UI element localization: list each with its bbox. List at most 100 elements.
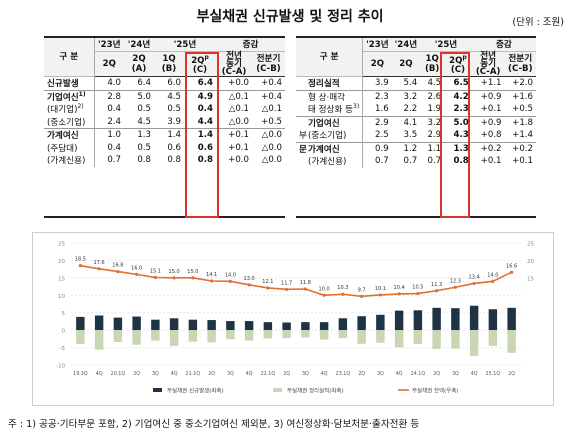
right-highlight-box — [440, 52, 470, 218]
table-cell: 6.4 — [137, 78, 151, 89]
bar-resolved-npl — [151, 330, 160, 341]
table-cell: +1.6 — [504, 89, 536, 103]
table-cell: +0.9 — [471, 89, 505, 103]
line-data-label: 14.1 — [206, 272, 217, 278]
table-cell: 4.9 — [184, 89, 216, 103]
table-cell: 2.9 — [427, 130, 442, 141]
left-table: 구 분 '23년 '24년 '25년 증감 2Q 2Q (A) 1Q (B) 2Qp… — [44, 38, 285, 167]
line-data-label: 10.0 — [319, 286, 330, 292]
x-tick-label: 4Q — [96, 371, 103, 377]
bar-new-npl — [319, 322, 329, 331]
line-data-label: 11.3 — [431, 282, 442, 288]
table-cell: 6.4 — [197, 78, 213, 89]
right-header-c5: 전년 동기 (C-A) — [471, 51, 505, 77]
bar-new-npl — [432, 307, 441, 331]
table-row: 정리실적 3.9 5.4 4.5 6.5 +1.1 +2.0 — [296, 76, 536, 90]
bar-new-npl — [169, 318, 179, 331]
bar-resolved-npl — [113, 330, 123, 342]
x-tick-label: 22.1Q — [261, 371, 276, 377]
y-left-tick-label: 25 — [58, 242, 65, 248]
line-point — [303, 287, 307, 291]
line-point — [397, 292, 401, 296]
line-point — [510, 270, 514, 274]
table-cell: 1.1 — [420, 141, 445, 155]
right-header-c1: 2Q — [362, 51, 392, 77]
line-point — [378, 293, 382, 297]
x-tick-label: 4Q — [246, 371, 253, 377]
line-point — [416, 291, 420, 296]
page-title: 부실채권 신규발생 및 정리 추이 — [196, 9, 384, 25]
table-cell: 2.2 — [403, 104, 418, 115]
y-right-tick-label: 15 — [527, 276, 534, 282]
x-tick-label: 2Q — [283, 371, 290, 377]
table-row: 기업여신1) 2.8 5.0 4.5 4.9 △0.1 +0.4 — [44, 89, 285, 103]
bar-resolved-npl — [469, 330, 479, 356]
line-data-label: 16.8 — [112, 263, 123, 269]
line-point — [172, 276, 176, 280]
table-cell: 1.0 — [94, 128, 124, 142]
row-label: 문가계여신 — [296, 141, 364, 155]
right-table-bottom-rule — [296, 216, 536, 218]
left-header-c5: 전년 동기 (C-A) — [216, 51, 252, 77]
right-header-c4: 2Qp (C) — [444, 51, 472, 77]
line-point — [78, 264, 82, 268]
line-data-label: 16.6 — [506, 263, 517, 269]
table-cell: 1.4 — [184, 128, 216, 142]
bar-resolved-npl — [357, 330, 366, 344]
table-cell: 4.5 — [427, 78, 442, 89]
bar-resolved-npl — [413, 330, 423, 345]
left-header-y23: '23년 — [94, 38, 124, 52]
table-cell: 0.7 — [403, 156, 418, 167]
bar-resolved-npl — [263, 330, 273, 339]
table-cell: +0.2 — [504, 141, 536, 155]
line-data-label: 10.4 — [394, 285, 405, 291]
bar-resolved-npl — [207, 330, 216, 343]
table-cell: 3.2 — [420, 115, 445, 129]
table-cell: 1.2 — [391, 141, 421, 155]
line-point — [322, 293, 326, 297]
right-table-top-rule — [296, 36, 536, 38]
bar-resolved-npl — [376, 330, 385, 343]
table-cell: 0.4 — [107, 104, 121, 115]
table-cell: 0.7 — [107, 155, 121, 166]
y-left-tick-label: -5 — [60, 346, 66, 352]
left-header-c6: 전분기 (C-B) — [252, 51, 285, 77]
bar-new-npl — [188, 319, 198, 331]
table-cell: 3.9 — [167, 116, 181, 127]
table-cell: △0.1 — [228, 104, 249, 115]
left-header-change: 증감 — [216, 38, 285, 52]
table-row: (대기업)2) 0.4 0.5 0.5 0.4 △0.1 △0.1 — [44, 103, 285, 116]
bar-resolved-npl — [432, 330, 441, 349]
legend-swatch — [273, 388, 282, 392]
table-cell: 4.1 — [391, 115, 421, 129]
legend-label: 부실채권 잔액(우축) — [412, 387, 459, 395]
bar-resolved-npl — [244, 330, 254, 341]
left-table-bottom-rule — [44, 216, 285, 218]
table-row: 형 상·매각 2.3 3.2 2.6 4.2 +0.9 +1.6 — [296, 89, 536, 103]
line-data-label: 17.6 — [94, 260, 105, 266]
table-cell: 0.4 — [197, 104, 213, 115]
table-row: 신규발생 4.0 6.4 6.0 6.4 +0.0 +0.4 — [44, 76, 285, 90]
line-point — [453, 285, 457, 289]
right-header-c6: 전분기 (C-B) — [504, 51, 536, 77]
left-header-y25: '25년 — [154, 38, 216, 52]
line-data-label: 11.7 — [281, 280, 292, 286]
bar-new-npl — [226, 321, 235, 331]
chart-panel: 25 20 15 10 5 0 -5 -10 25 20 15 19.3Q 4Q 20.1Q 2Q 3Q 4Q 2… — [32, 232, 554, 406]
right-header-y23: '23년 — [362, 38, 392, 52]
table-cell: 1.6 — [375, 104, 389, 115]
table-cell: △0.0 — [252, 128, 285, 142]
right-header-change: 증감 — [471, 38, 536, 52]
table-cell: △0.1 — [261, 104, 282, 115]
table-row: 가계여신 1.0 1.3 1.4 1.4 +0.1 △0.0 — [44, 128, 285, 142]
table-cell: 2.9 — [362, 115, 392, 129]
line-point — [135, 272, 139, 276]
x-tick-label: 4Q — [396, 371, 403, 377]
bar-new-npl — [244, 321, 254, 331]
table-cell: 2.5 — [375, 130, 389, 141]
table-cell: 1.3 — [124, 128, 154, 142]
table-cell: 0.5 — [137, 142, 151, 153]
bar-new-npl — [394, 310, 404, 331]
line-npl-balance — [80, 264, 512, 298]
bar-resolved-npl — [319, 330, 329, 340]
